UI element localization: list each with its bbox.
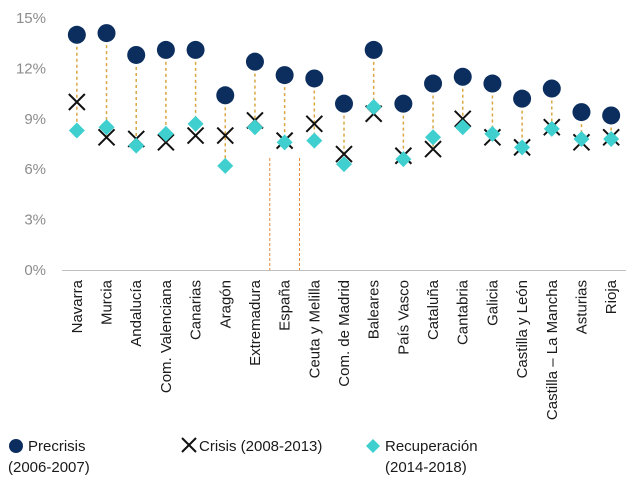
legend-label-crisis: Crisis (2008-2013) bbox=[199, 438, 322, 455]
category-label-espana: España bbox=[277, 279, 294, 331]
recuperacion-point-extremadura bbox=[246, 119, 263, 136]
y-tick-label: 0% bbox=[24, 262, 46, 279]
y-tick-label: 3% bbox=[24, 212, 46, 229]
espana-separators bbox=[269, 158, 300, 270]
category-label-galicia: Galicia bbox=[484, 279, 501, 326]
data-markers bbox=[67, 24, 621, 174]
recuperacion-point-murcia bbox=[98, 119, 115, 136]
crisis-point-com-de-madrid bbox=[335, 145, 353, 163]
precrisis-point-murcia bbox=[97, 24, 116, 43]
y-axis-ticks: 0% 3% 6% 9% 12% 15% bbox=[16, 10, 46, 279]
precrisis-point-cataluna bbox=[424, 74, 443, 93]
recuperacion-point-castilla-la-mancha bbox=[543, 120, 560, 137]
precrisis-point-com-valenciana bbox=[156, 40, 175, 59]
recuperacion-point-navarra bbox=[68, 122, 85, 139]
category-label-cataluna: Cataluña bbox=[425, 279, 442, 340]
crisis-point-murcia bbox=[97, 128, 116, 146]
legend-label-precrisis-1: Precrisis bbox=[28, 438, 86, 455]
legend-item-recuperacion: Recuperación (2014-2018) bbox=[366, 438, 478, 476]
legend-diamond-marker bbox=[366, 439, 380, 453]
x-axis-labels: Navarra Murcia Andalucía Com. Valenciana Can… bbox=[69, 279, 620, 420]
category-label-ceuta-y-melilla: Ceuta y Melilla bbox=[306, 279, 323, 378]
category-label-pais-vasco: País Vasco bbox=[395, 280, 412, 355]
legend-label-recuperacion-1: Recuperación bbox=[385, 438, 478, 455]
legend-item-crisis: Crisis (2008-2013) bbox=[181, 437, 322, 455]
precrisis-point-com-de-madrid bbox=[335, 94, 353, 113]
category-label-castilla-y-leon: Castilla y León bbox=[514, 280, 531, 378]
y-tick-label: 12% bbox=[16, 60, 46, 77]
recuperacion-point-cantabria bbox=[454, 119, 471, 136]
precrisis-point-pais-vasco bbox=[394, 94, 413, 113]
recuperacion-point-cataluna bbox=[425, 129, 442, 146]
recuperacion-point-asturias bbox=[573, 130, 590, 147]
legend-item-precrisis: Precrisis (2006-2007) bbox=[8, 438, 90, 476]
category-label-cantabria: Cantabria bbox=[455, 279, 472, 345]
legend-x-marker bbox=[181, 437, 197, 453]
category-label-rioja: Rioja bbox=[603, 279, 620, 314]
recuperacion-point-ceuta-y-melilla bbox=[306, 132, 323, 149]
y-tick-label: 9% bbox=[24, 111, 46, 128]
precrisis-point-cantabria bbox=[453, 67, 472, 86]
precrisis-point-espana bbox=[275, 66, 294, 85]
precrisis-point-castilla-la-mancha bbox=[542, 79, 561, 98]
recuperacion-point-baleares bbox=[365, 99, 382, 116]
category-label-baleares: Baleares bbox=[366, 280, 383, 339]
recuperacion-point-castilla-y-leon bbox=[514, 139, 531, 156]
recuperacion-point-com-valenciana bbox=[157, 125, 174, 142]
category-label-navarra: Navarra bbox=[69, 279, 86, 333]
recuperacion-point-galicia bbox=[484, 125, 501, 142]
category-label-asturias: Asturias bbox=[573, 280, 590, 334]
precrisis-point-andalucia bbox=[127, 45, 146, 64]
precrisis-point-castilla-y-leon bbox=[513, 89, 532, 108]
crisis-point-com-valenciana bbox=[157, 133, 175, 152]
precrisis-point-canarias bbox=[186, 40, 205, 59]
precrisis-point-baleares bbox=[364, 40, 383, 59]
y-tick-label: 6% bbox=[24, 161, 46, 178]
category-label-com-de-madrid: Com. de Madrid bbox=[336, 280, 353, 387]
crisis-point-ceuta-y-melilla bbox=[305, 115, 324, 133]
precrisis-point-extremadura bbox=[245, 52, 264, 71]
category-label-castilla-la-mancha: Castilla – La Mancha bbox=[544, 279, 561, 420]
legend-label-recuperacion-2: (2014-2018) bbox=[385, 459, 467, 476]
precrisis-point-ceuta-y-melilla bbox=[305, 69, 324, 88]
crisis-point-canarias bbox=[186, 126, 205, 145]
precrisis-point-galicia bbox=[483, 74, 502, 93]
legend-circle-marker bbox=[9, 439, 23, 453]
precrisis-point-rioja bbox=[602, 106, 621, 125]
crisis-point-aragon bbox=[216, 126, 234, 145]
recuperacion-point-espana bbox=[276, 134, 293, 151]
recuperacion-point-rioja bbox=[603, 130, 620, 147]
recuperacion-point-pais-vasco bbox=[395, 151, 412, 168]
category-label-murcia: Murcia bbox=[99, 279, 116, 325]
category-label-com-valenciana: Com. Valenciana bbox=[158, 279, 175, 393]
legend-label-precrisis-2: (2006-2007) bbox=[8, 459, 90, 476]
y-tick-label: 15% bbox=[16, 10, 46, 27]
crisis-point-navarra bbox=[68, 93, 86, 111]
precrisis-point-aragon bbox=[216, 86, 235, 105]
precrisis-point-navarra bbox=[67, 25, 86, 44]
recuperacion-point-com-de-madrid bbox=[336, 156, 352, 173]
recuperacion-point-aragon bbox=[217, 157, 234, 174]
crisis-point-cataluna bbox=[424, 140, 442, 158]
category-label-extremadura: Extremadura bbox=[247, 279, 264, 366]
category-label-aragon: Aragón bbox=[217, 280, 234, 328]
crisis-point-cantabria bbox=[454, 110, 472, 128]
category-label-canarias: Canarias bbox=[188, 280, 205, 340]
legend: Precrisis (2006-2007) Crisis (2008-2013)… bbox=[8, 437, 478, 476]
recuperacion-point-andalucia bbox=[128, 137, 145, 154]
recuperacion-point-canarias bbox=[187, 115, 204, 132]
category-label-andalucia: Andalucía bbox=[128, 279, 145, 346]
precrisis-point-asturias bbox=[572, 103, 591, 122]
